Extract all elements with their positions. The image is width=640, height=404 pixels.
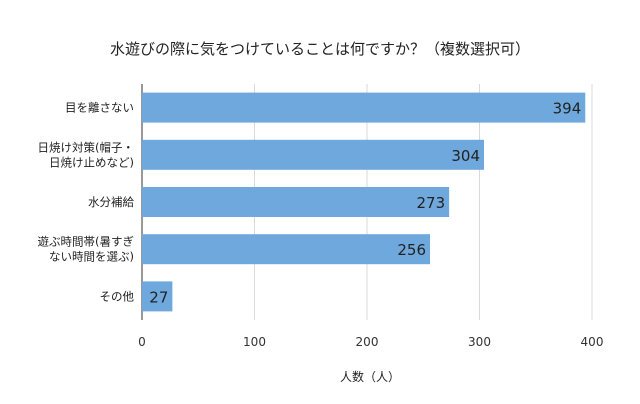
data-label: 394: [553, 100, 582, 118]
category-label: 日焼け止めなど): [49, 155, 134, 169]
bar: [142, 281, 173, 312]
x-tick-label: 200: [356, 335, 379, 349]
bar: [142, 234, 430, 265]
category-label: 日焼け対策(帽子・: [38, 140, 135, 154]
data-label: 304: [451, 147, 480, 165]
x-tick-label: 300: [468, 335, 491, 349]
x-tick-label: 400: [581, 335, 604, 349]
category-label: 遊ぶ時間帯(暑すぎ: [38, 235, 135, 249]
category-label: その他: [100, 289, 135, 303]
data-label: 273: [416, 194, 445, 212]
bar: [142, 187, 450, 217]
x-axis-title: 人数（人）: [339, 370, 400, 384]
data-label: 27: [149, 288, 168, 306]
category-label: 水分補給: [88, 195, 134, 209]
bar: [142, 139, 484, 170]
bar: [142, 92, 586, 123]
data-label: 256: [397, 241, 426, 259]
category-label: 目を離さない: [65, 101, 134, 115]
x-tick-label: 0: [138, 335, 146, 349]
chart-title: 水遊びの際に気をつけていることは何ですか？（複数選択可）: [109, 40, 530, 58]
category-label: ない時間を選ぶ): [49, 250, 134, 264]
x-tick-label: 100: [243, 335, 266, 349]
